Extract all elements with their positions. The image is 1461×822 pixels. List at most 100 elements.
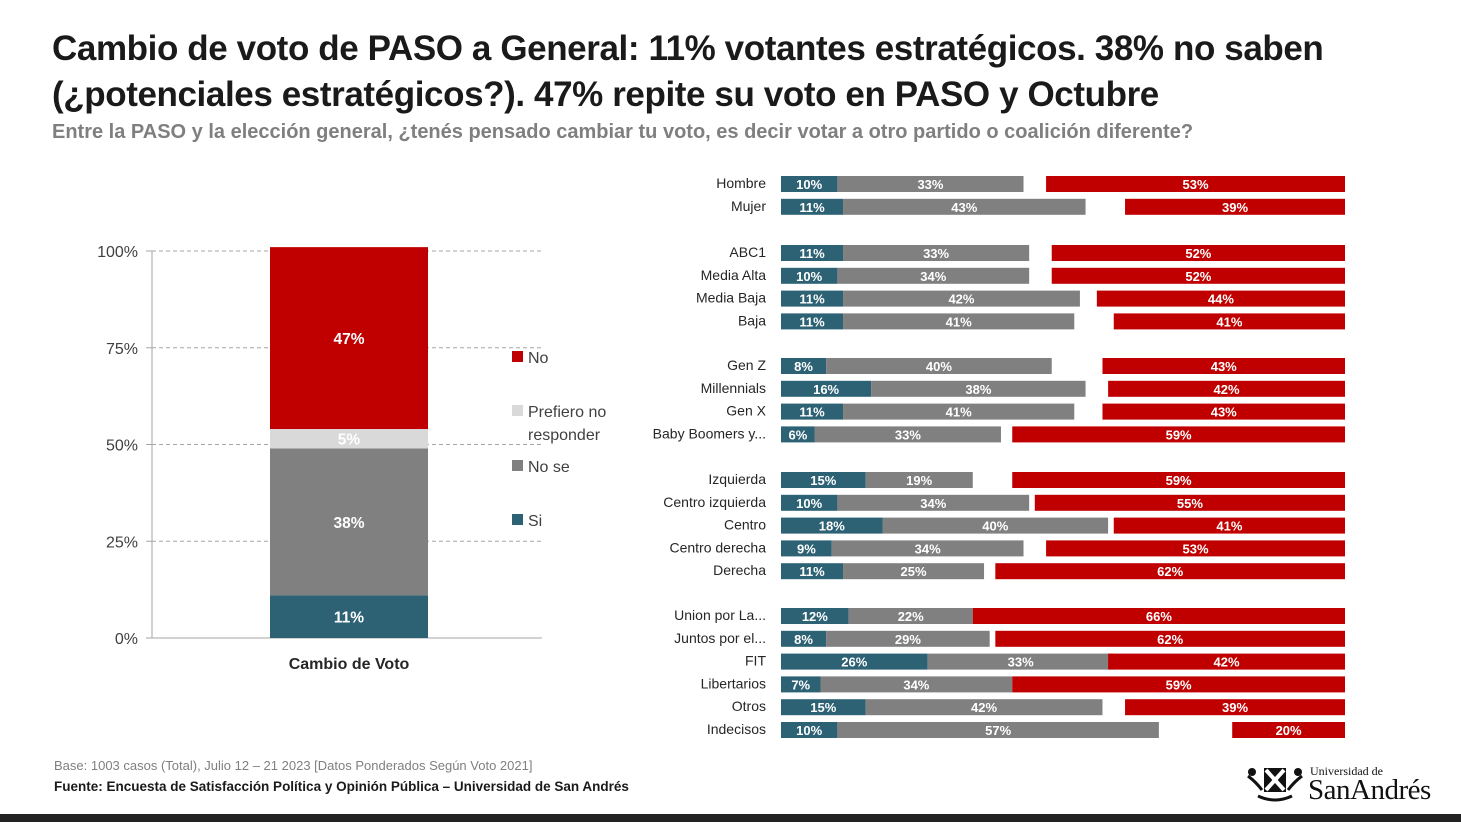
bar-no (1108, 380, 1345, 397)
bottom-bar (0, 814, 1461, 822)
row-label: Mujer (731, 198, 766, 214)
label-no-se: 33% (923, 246, 949, 261)
bar-no (1102, 358, 1345, 374)
label-si: 8% (794, 359, 813, 374)
legend-label: Prefiero no (528, 404, 606, 421)
bar-si (781, 630, 827, 647)
bar-no-se (865, 472, 973, 488)
row-label: Izquierda (708, 471, 766, 487)
bar-no (1113, 313, 1345, 330)
label-no-se: 41% (946, 314, 972, 329)
label-no-se: 42% (971, 700, 997, 715)
bar-no (1012, 426, 1345, 443)
bar-no-se (843, 245, 1030, 261)
row-label: Juntos por el... (674, 630, 766, 646)
label-no-se: 40% (926, 359, 952, 374)
university-logo: Universidad de SanAndrés (1244, 762, 1454, 806)
label-no-se: 57% (985, 723, 1011, 738)
label-no: 41% (1216, 314, 1242, 329)
bar-no-se (843, 313, 1075, 330)
label-no-se: 33% (1008, 655, 1034, 670)
label-no-se: 33% (917, 177, 943, 192)
crest-icon (1247, 768, 1303, 802)
legend-label-cont: responder (528, 427, 601, 444)
label-si: 26% (841, 655, 867, 670)
bar-no (1034, 494, 1345, 511)
label-no-se: 34% (915, 541, 941, 556)
data-label: 11% (334, 610, 364, 627)
bar-no-se (865, 699, 1103, 716)
bar-si (781, 198, 844, 215)
bar-si (781, 358, 827, 374)
bar-si (781, 540, 832, 557)
bar-no (1113, 517, 1345, 534)
bar-no (972, 608, 1345, 624)
bar-si (781, 380, 872, 397)
footer-source: Fuente: Encuesta de Satisfacción Polític… (54, 779, 629, 794)
label-si: 18% (819, 519, 845, 534)
bar-no (1046, 540, 1345, 557)
row-label: Millennials (701, 380, 766, 396)
label-no-se: 29% (895, 632, 921, 647)
label-no: 55% (1177, 496, 1203, 511)
bar-no (1096, 290, 1345, 307)
label-no-se: 34% (903, 677, 929, 692)
label-no: 53% (1183, 177, 1209, 192)
bar-segment-prefiero-no-responder (270, 429, 428, 449)
page-title: Cambio de voto de PASO a General: 11% vo… (52, 29, 1324, 114)
label-si: 11% (799, 200, 825, 215)
label-no: 62% (1157, 564, 1183, 579)
label-no: 52% (1185, 269, 1211, 284)
bar-no-se (837, 267, 1030, 284)
bar-si (781, 313, 844, 330)
bar-no (1102, 403, 1345, 420)
label-no: 59% (1166, 427, 1192, 442)
label-si: 10% (796, 496, 822, 511)
label-si: 11% (799, 246, 825, 261)
label-no-se: 19% (906, 473, 932, 488)
row-label: Media Baja (696, 290, 766, 306)
label-si: 15% (810, 700, 836, 715)
row-label: Baja (738, 312, 766, 328)
row-label: Union por La... (674, 607, 766, 623)
row-label: Derecha (713, 562, 766, 578)
label-no: 53% (1183, 541, 1209, 556)
legend-swatch (512, 351, 523, 362)
bar-si (781, 245, 844, 261)
y-tick-label: 50% (106, 438, 138, 455)
x-tick-label: Cambio de Voto (289, 656, 410, 673)
bar-si (781, 290, 844, 307)
bar-no-se (837, 176, 1024, 192)
row-label: FIT (745, 653, 766, 669)
label-no-se: 43% (951, 200, 977, 215)
bar-no-se (837, 494, 1030, 511)
bar-no-se (843, 290, 1080, 307)
bar-no-se (843, 403, 1075, 420)
row-label: Baby Boomers y... (653, 425, 766, 441)
bar-no (995, 630, 1345, 647)
label-si: 12% (802, 609, 828, 624)
label-no-se: 34% (920, 269, 946, 284)
label-no: 43% (1211, 405, 1237, 420)
header: Cambio de voto de PASO a General: 11% vo… (52, 26, 1457, 144)
data-label: 38% (333, 515, 364, 532)
legend-swatch (512, 460, 523, 471)
bar-si (781, 699, 866, 716)
y-tick-label: 0% (115, 631, 138, 648)
row-label: Libertarios (701, 675, 766, 691)
page-subtitle: Entre la PASO y la elección general, ¿te… (52, 121, 1194, 143)
label-no: 41% (1216, 519, 1242, 534)
bar-no (1108, 653, 1345, 670)
bar-si (781, 267, 838, 284)
label-no: 66% (1146, 609, 1172, 624)
label-si: 9% (797, 541, 816, 556)
label-si: 10% (796, 177, 822, 192)
bar-si (781, 563, 844, 580)
label-no: 44% (1208, 292, 1234, 307)
bar-si (781, 517, 883, 534)
bar-si (781, 426, 815, 443)
bar-no-se (814, 426, 1001, 443)
y-tick-label: 25% (106, 534, 138, 551)
label-si: 11% (799, 564, 825, 579)
